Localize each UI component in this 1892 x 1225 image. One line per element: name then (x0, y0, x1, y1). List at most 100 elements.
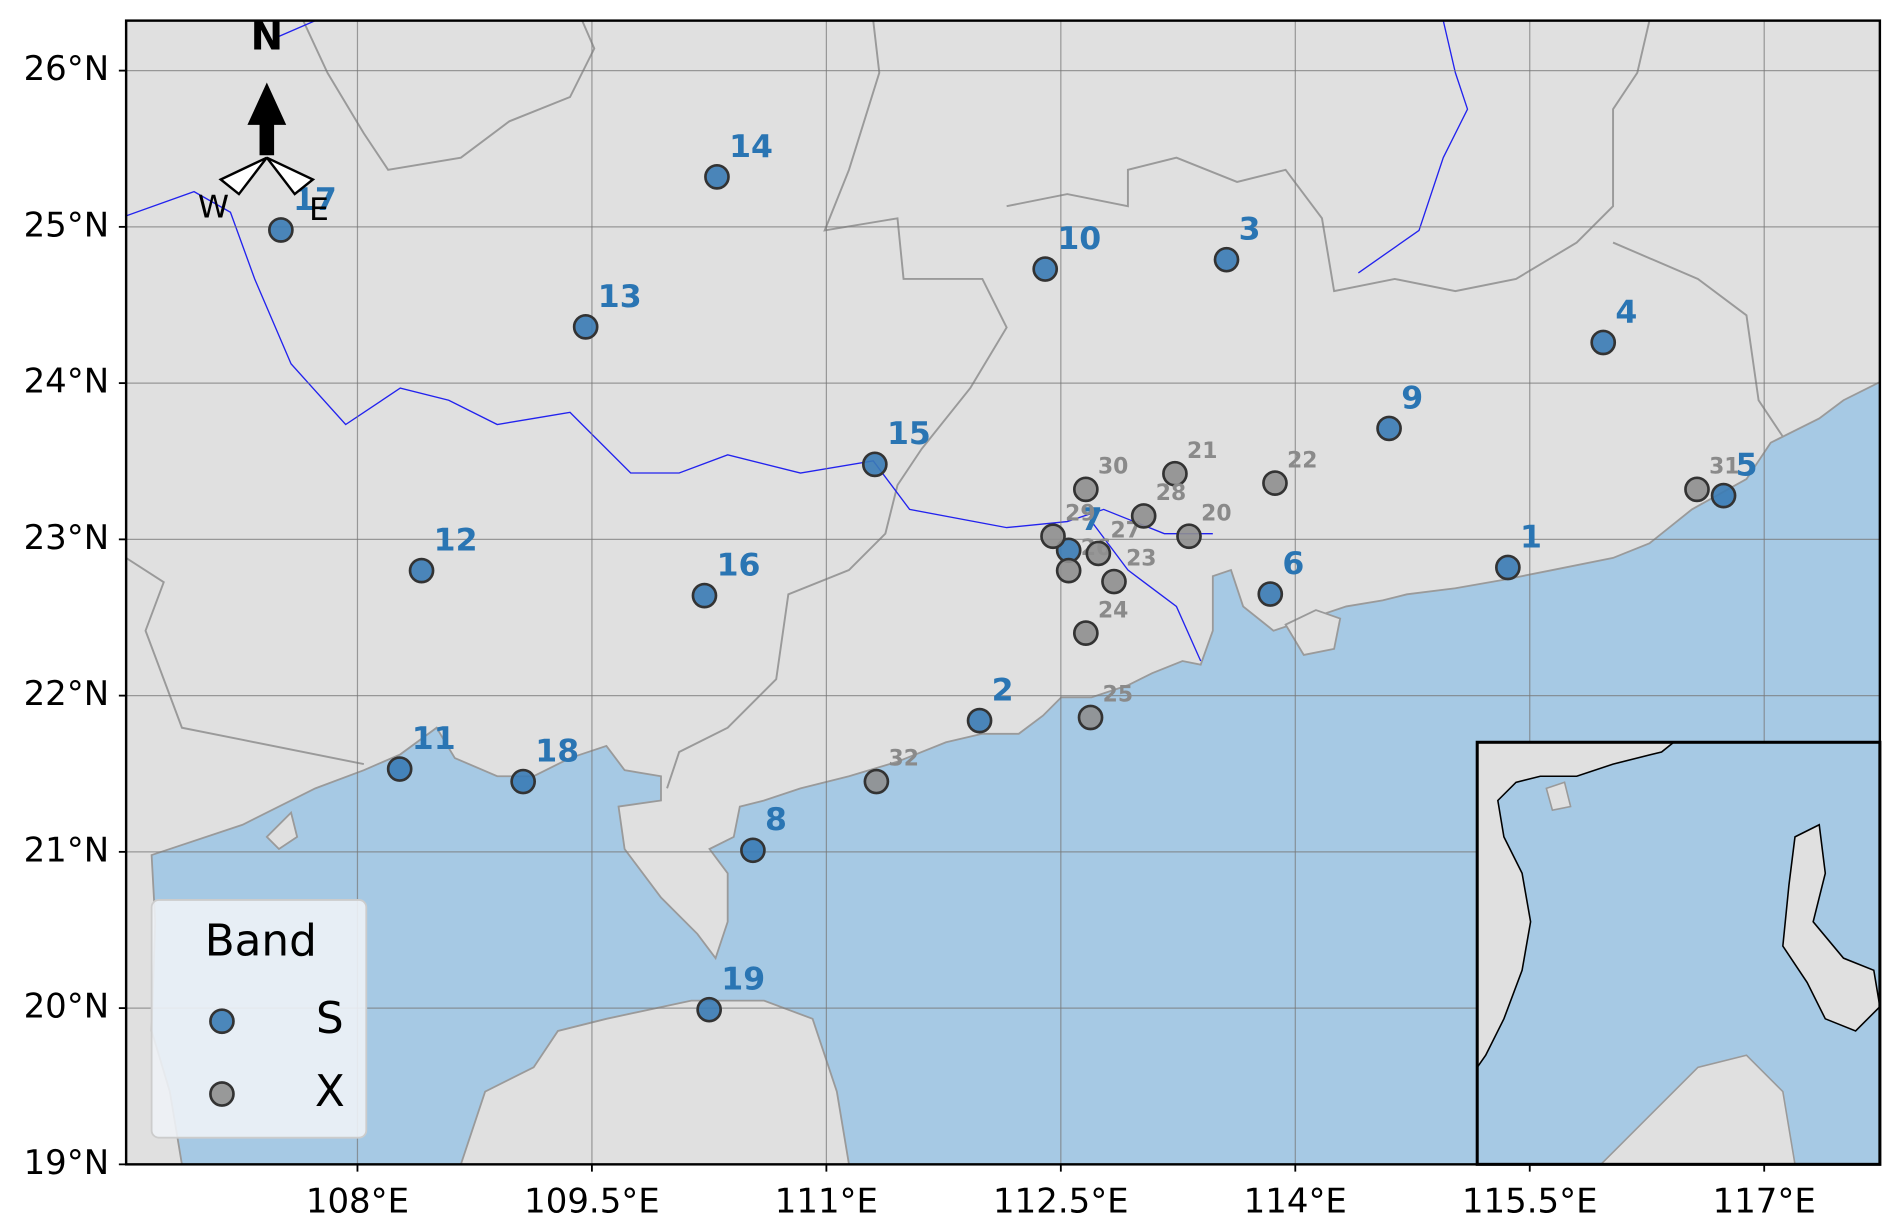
compass-west: W (198, 190, 229, 226)
station-point (1257, 581, 1284, 607)
station-point (1101, 568, 1127, 595)
province-border (1006, 20, 1651, 293)
legend-label: X (315, 1066, 345, 1117)
river (1091, 521, 1202, 662)
station-point (1213, 246, 1240, 273)
station-label: 4 (1615, 294, 1637, 330)
station-label: 28 (1156, 481, 1186, 506)
north-arrow (247, 82, 287, 156)
station-point (1055, 557, 1082, 584)
station-label: 11 (412, 721, 456, 757)
island (265, 810, 299, 851)
station-label: 30 (1098, 455, 1128, 480)
y-tick-label: 21°N (24, 830, 110, 870)
station-label: 32 (889, 747, 919, 772)
station-point (704, 164, 730, 190)
province-border (126, 557, 365, 766)
axes-frame (124, 19, 1882, 1166)
station-label: 25 (1103, 683, 1133, 708)
grid (126, 20, 1880, 1165)
x-tick-label: 109.5°E (524, 1182, 660, 1222)
station-label: 24 (1098, 598, 1128, 623)
station-point (1176, 523, 1202, 550)
station-label: 6 (1282, 546, 1304, 582)
station-point (1072, 476, 1099, 503)
island (1284, 609, 1342, 656)
station-point (696, 996, 723, 1023)
station-point (966, 707, 993, 734)
river (278, 20, 316, 37)
station-label: 20 (1201, 501, 1231, 526)
y-tick-label: 19°N (24, 1143, 110, 1183)
y-tick-label: 26°N (24, 49, 110, 89)
station-label: 31 (1709, 455, 1739, 480)
station-point (1495, 554, 1521, 581)
station-label: 23 (1126, 547, 1156, 572)
station-point (1590, 329, 1617, 356)
legend-marker (209, 1081, 235, 1107)
station-label: 29 (1065, 501, 1095, 526)
river (1357, 20, 1469, 274)
legend: Band SX (150, 899, 368, 1139)
station-point (510, 768, 537, 795)
station-label: 10 (1057, 221, 1101, 257)
province-border (1612, 241, 1784, 438)
station-label: 21 (1187, 439, 1217, 464)
river (126, 190, 1213, 535)
station-point (1262, 470, 1288, 496)
station-point (1085, 540, 1112, 567)
station-point (268, 217, 294, 243)
west-vane (218, 156, 268, 196)
station-label: 1 (1520, 519, 1542, 555)
station-label: 7 (1081, 502, 1103, 538)
station-label: 18 (535, 733, 579, 769)
station-point (1130, 503, 1157, 529)
station-point (1077, 704, 1104, 731)
station-label: 5 (1736, 448, 1758, 484)
basemap (126, 20, 1880, 1165)
station-point (1376, 415, 1402, 442)
station-label: 12 (434, 523, 478, 559)
station-point (740, 837, 766, 864)
station-point (861, 451, 888, 478)
station-point (386, 756, 413, 782)
province-border (666, 20, 1008, 789)
x-tick-label: 117°E (1713, 1182, 1816, 1222)
x-tick-label: 112.5°E (993, 1182, 1129, 1222)
compass-east: E (309, 192, 329, 228)
y-tick-label: 24°N (24, 362, 110, 402)
sea (150, 381, 1880, 1165)
station-point (863, 768, 890, 795)
x-tick-label: 111°E (775, 1182, 878, 1222)
station-point (1710, 482, 1737, 509)
y-tick-label: 22°N (24, 674, 110, 714)
station-point (572, 314, 599, 340)
station-label: 3 (1239, 212, 1261, 248)
x-tick-label: 115.5°E (1462, 1182, 1598, 1222)
station-label: 8 (765, 802, 787, 838)
station-label: 14 (729, 129, 773, 165)
station-label: 15 (887, 416, 931, 452)
y-tick-label: 20°N (24, 987, 110, 1027)
station-point (691, 582, 718, 609)
province-border (302, 20, 596, 171)
inset-map (1475, 740, 1882, 1166)
station-point (1072, 620, 1099, 646)
y-tick-label: 25°N (24, 205, 110, 245)
station-point (1162, 460, 1188, 487)
station-point (408, 557, 435, 584)
station-label: 16 (717, 548, 761, 584)
station-label: 2 (992, 673, 1014, 709)
station-point (1684, 476, 1710, 503)
station-point (1032, 256, 1059, 282)
x-tick-label: 108°E (306, 1182, 409, 1222)
station-label: 13 (598, 279, 642, 315)
legend-marker (209, 1008, 235, 1035)
legend-label: S (316, 993, 344, 1044)
east-vane (265, 156, 316, 196)
station-point (1040, 523, 1066, 550)
y-tick-label: 23°N (24, 518, 110, 558)
station-label: 19 (721, 962, 765, 998)
